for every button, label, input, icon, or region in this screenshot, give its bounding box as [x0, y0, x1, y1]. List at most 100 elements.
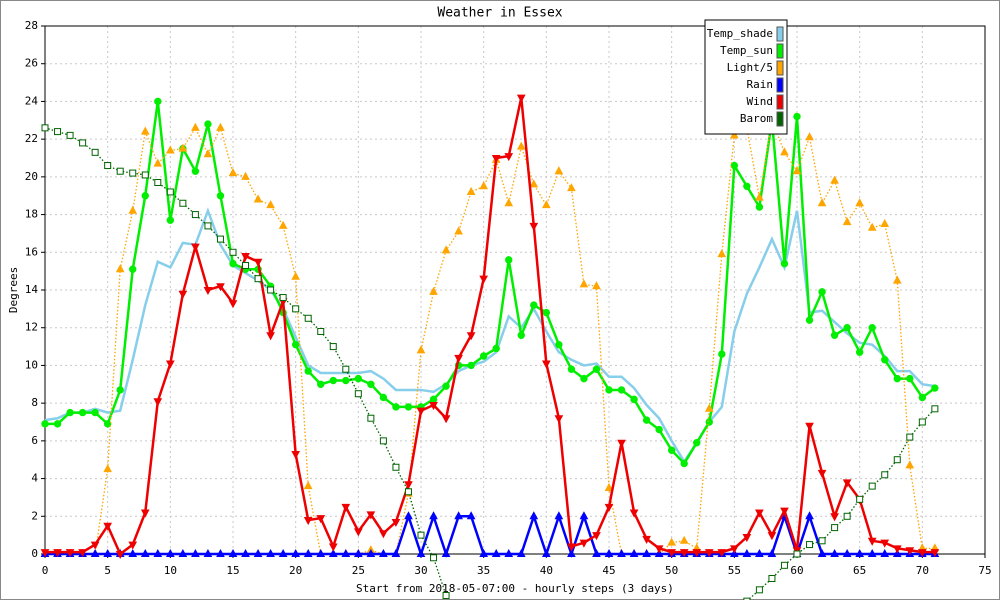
data-point: [830, 513, 839, 522]
data-point: [529, 511, 539, 520]
data-point: [90, 548, 100, 557]
data-point: [229, 248, 237, 256]
data-point: [906, 374, 914, 383]
data-point: [204, 222, 212, 230]
data-point: [516, 94, 526, 103]
data-point: [241, 171, 250, 180]
data-point: [505, 256, 513, 264]
data-point: [404, 481, 413, 490]
data-point: [705, 418, 713, 426]
data-point: [654, 545, 664, 554]
x-tick-label: 20: [289, 564, 302, 577]
data-point: [817, 548, 827, 557]
data-point: [129, 169, 137, 177]
y-tick-label: 26: [25, 57, 38, 70]
x-tick-label: 65: [853, 564, 866, 577]
data-point: [116, 167, 124, 175]
data-point: [366, 511, 376, 520]
data-point: [516, 548, 526, 557]
data-point: [567, 548, 576, 557]
data-point: [391, 548, 401, 557]
data-point: [504, 153, 514, 162]
data-point: [504, 548, 514, 557]
data-point: [140, 509, 150, 518]
data-point: [303, 517, 313, 526]
data-point: [642, 535, 651, 544]
data-point: [128, 541, 138, 550]
data-point: [153, 398, 163, 407]
data-point: [516, 141, 526, 150]
data-point: [203, 287, 213, 296]
data-point: [191, 122, 200, 131]
data-point: [115, 551, 125, 560]
data-point: [441, 548, 451, 557]
data-point: [316, 548, 326, 557]
data-point: [555, 340, 563, 349]
data-point: [780, 147, 789, 156]
data-point: [241, 548, 250, 557]
data-point: [892, 545, 902, 554]
data-point: [579, 279, 589, 288]
data-point: [629, 509, 639, 518]
data-point: [253, 194, 263, 203]
data-point: [228, 300, 238, 309]
data-point: [178, 143, 188, 152]
data-point: [353, 548, 363, 557]
data-point: [165, 548, 175, 557]
data-point: [917, 549, 927, 558]
data-point: [191, 548, 200, 557]
data-point: [266, 200, 275, 209]
data-point: [881, 356, 889, 364]
y-tick-label: 16: [25, 245, 38, 258]
data-point: [304, 367, 312, 375]
data-point: [918, 393, 927, 402]
data-point: [931, 405, 939, 413]
data-point: [479, 275, 489, 284]
data-point: [429, 511, 438, 520]
data-point: [930, 549, 940, 558]
data-point: [141, 192, 149, 200]
data-point: [729, 130, 739, 139]
data-point: [216, 192, 225, 200]
data-point: [367, 380, 375, 388]
data-point: [806, 541, 814, 549]
data-point: [416, 345, 426, 354]
data-point: [253, 258, 263, 267]
data-point: [717, 249, 727, 258]
legend-swatch: [776, 94, 784, 110]
data-point: [128, 205, 138, 214]
data-point: [479, 548, 489, 557]
data-point: [165, 145, 175, 154]
data-point: [830, 331, 839, 339]
data-point: [893, 456, 901, 464]
y-tick-label: 6: [31, 434, 38, 447]
data-point: [129, 265, 137, 273]
data-point: [718, 350, 726, 358]
x-tick-label: 35: [477, 564, 490, 577]
data-point: [805, 132, 814, 141]
data-point: [780, 259, 789, 268]
data-point: [793, 550, 801, 558]
data-point: [530, 301, 538, 309]
data-point: [103, 420, 112, 428]
data-point: [41, 420, 49, 428]
data-point: [65, 549, 75, 558]
data-point: [241, 253, 250, 262]
data-point: [392, 463, 400, 471]
data-point: [442, 591, 450, 599]
data-point: [140, 126, 150, 135]
data-point: [216, 283, 225, 292]
data-point: [366, 548, 376, 557]
y-tick-label: 20: [25, 170, 38, 183]
x-tick-label: 70: [916, 564, 929, 577]
data-point: [203, 548, 213, 557]
data-point: [880, 548, 890, 557]
data-point: [429, 395, 438, 404]
data-point: [140, 548, 150, 557]
data-point: [291, 340, 300, 349]
data-point: [41, 124, 49, 132]
data-point: [767, 532, 777, 541]
x-tick-label: 25: [352, 564, 365, 577]
